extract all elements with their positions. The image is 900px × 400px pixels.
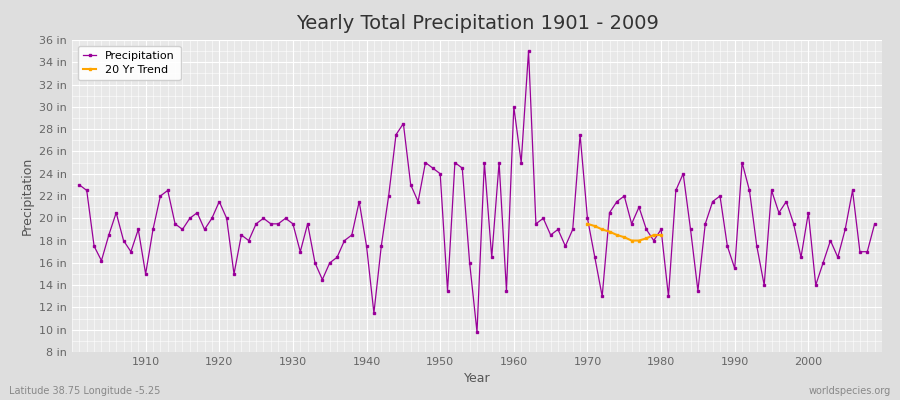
Legend: Precipitation, 20 Yr Trend: Precipitation, 20 Yr Trend — [77, 46, 181, 80]
Precipitation — [74, 182, 85, 187]
Text: worldspecies.org: worldspecies.org — [809, 386, 891, 396]
Precipitation — [339, 238, 350, 243]
Precipitation — [472, 330, 482, 334]
Precipitation — [508, 104, 519, 109]
20 Yr Trend — [597, 227, 608, 232]
20 Yr Trend — [641, 236, 652, 241]
20 Yr Trend — [604, 229, 615, 234]
Line: Precipitation: Precipitation — [78, 50, 876, 333]
Precipitation — [611, 199, 622, 204]
Precipitation — [523, 49, 534, 54]
Line: 20 Yr Trend: 20 Yr Trend — [586, 222, 662, 242]
20 Yr Trend — [626, 238, 637, 243]
20 Yr Trend — [656, 232, 667, 237]
20 Yr Trend — [582, 222, 593, 226]
20 Yr Trend — [634, 238, 644, 243]
X-axis label: Year: Year — [464, 372, 490, 386]
Precipitation — [133, 227, 144, 232]
Text: Latitude 38.75 Longitude -5.25: Latitude 38.75 Longitude -5.25 — [9, 386, 160, 396]
20 Yr Trend — [611, 232, 622, 237]
Precipitation — [516, 160, 526, 165]
Title: Yearly Total Precipitation 1901 - 2009: Yearly Total Precipitation 1901 - 2009 — [295, 14, 659, 33]
Precipitation — [869, 222, 880, 226]
Precipitation — [295, 249, 306, 254]
20 Yr Trend — [619, 235, 630, 240]
Y-axis label: Precipitation: Precipitation — [21, 157, 33, 235]
20 Yr Trend — [648, 232, 659, 237]
20 Yr Trend — [590, 224, 600, 228]
